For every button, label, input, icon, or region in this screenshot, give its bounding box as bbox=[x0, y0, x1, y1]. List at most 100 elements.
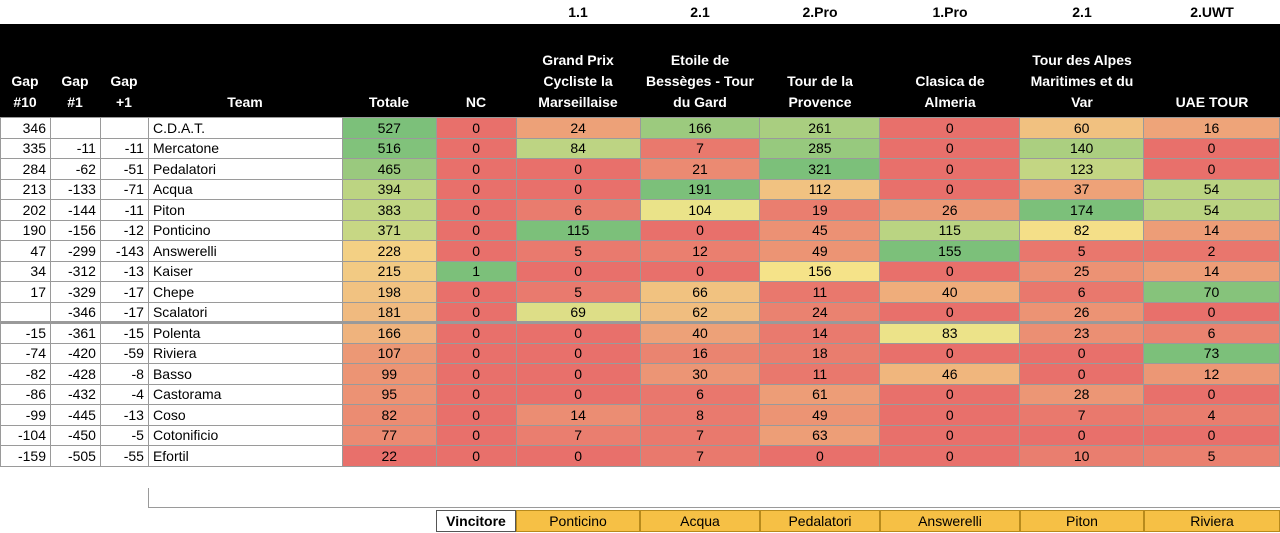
race-4-cell: 0 bbox=[879, 137, 1021, 159]
race-3-cell: 321 bbox=[759, 158, 881, 180]
race-2-cell: 16 bbox=[639, 342, 761, 364]
race-1-cell: 0 bbox=[515, 342, 641, 364]
totale-cell: 527 bbox=[341, 117, 437, 139]
totale-cell: 394 bbox=[341, 178, 437, 200]
race-1-cell: 0 bbox=[515, 445, 641, 467]
race-category-2: 2.1 bbox=[690, 4, 710, 20]
gap10-cell: 202 bbox=[0, 199, 51, 221]
race-5-cell: 25 bbox=[1019, 260, 1145, 282]
nc-cell: 0 bbox=[435, 383, 517, 405]
table-row: 34 -312 -13 Kaiser 215 1 0 0 156 0 25 14 bbox=[0, 260, 1280, 282]
totale-cell: 95 bbox=[341, 383, 437, 405]
winner-race-2: Acqua bbox=[640, 510, 760, 532]
totale-cell: 107 bbox=[341, 342, 437, 364]
totale-cell: 228 bbox=[341, 240, 437, 262]
race-2-cell: 7 bbox=[639, 424, 761, 446]
race-3-cell: 49 bbox=[759, 404, 881, 426]
nc-cell: 0 bbox=[435, 178, 517, 200]
table-row: -82 -428 -8 Basso 99 0 0 30 11 46 0 12 bbox=[0, 363, 1280, 385]
race-2-cell: 6 bbox=[639, 383, 761, 405]
nc-cell: 0 bbox=[435, 363, 517, 385]
table-row: -74 -420 -59 Riviera 107 0 0 16 18 0 0 73 bbox=[0, 342, 1280, 364]
race-4-cell: 0 bbox=[879, 445, 1021, 467]
race-4-cell: 0 bbox=[879, 424, 1021, 446]
table-bottom-border bbox=[148, 488, 1280, 508]
standings-table: 346 C.D.A.T. 527 0 24 166 261 0 60 16 335 -11 -11 Mer… bbox=[0, 117, 1280, 467]
race-2-cell: 7 bbox=[639, 445, 761, 467]
nc-cell: 0 bbox=[435, 281, 517, 303]
gapplus1-cell: -17 bbox=[99, 301, 149, 323]
race-3-cell: 19 bbox=[759, 199, 881, 221]
winner-race-1: Ponticino bbox=[516, 510, 640, 532]
race-4-cell: 0 bbox=[879, 383, 1021, 405]
table-row: 202 -144 -11 Piton 383 0 6 104 19 26 174 54 bbox=[0, 199, 1280, 221]
gapplus1-cell: -55 bbox=[99, 445, 149, 467]
race-3-cell: 11 bbox=[759, 363, 881, 385]
team-name-cell: Mercatone bbox=[147, 137, 343, 159]
race-6-cell: 0 bbox=[1143, 383, 1280, 405]
header-race-1: Grand Prix Cycliste la Marseillaise bbox=[538, 52, 618, 110]
gap10-cell: 346 bbox=[0, 117, 51, 139]
race-2-cell: 62 bbox=[639, 301, 761, 323]
gap10-cell: 284 bbox=[0, 158, 51, 180]
race-3-cell: 112 bbox=[759, 178, 881, 200]
team-name-cell: Answerelli bbox=[147, 240, 343, 262]
race-6-cell: 0 bbox=[1143, 137, 1280, 159]
gap10-cell: -82 bbox=[0, 363, 51, 385]
gap10-cell: 47 bbox=[0, 240, 51, 262]
race-2-cell: 12 bbox=[639, 240, 761, 262]
gap1-cell: -346 bbox=[49, 301, 101, 323]
race-3-cell: 0 bbox=[759, 445, 881, 467]
gap10-cell: -74 bbox=[0, 342, 51, 364]
gapplus1-cell: -71 bbox=[99, 178, 149, 200]
race-2-cell: 0 bbox=[639, 260, 761, 282]
gapplus1-cell: -59 bbox=[99, 342, 149, 364]
gap10-cell: 190 bbox=[0, 219, 51, 241]
gap1-cell: -450 bbox=[49, 424, 101, 446]
race-3-cell: 49 bbox=[759, 240, 881, 262]
nc-cell: 0 bbox=[435, 219, 517, 241]
winner-race-5: Piton bbox=[1020, 510, 1144, 532]
race-category-3: 2.Pro bbox=[802, 4, 838, 20]
nc-cell: 0 bbox=[435, 404, 517, 426]
nc-cell: 0 bbox=[435, 321, 517, 344]
race-3-cell: 11 bbox=[759, 281, 881, 303]
race-4-cell: 0 bbox=[879, 117, 1021, 139]
totale-cell: 516 bbox=[341, 137, 437, 159]
race-2-cell: 7 bbox=[639, 137, 761, 159]
gap1-cell: -299 bbox=[49, 240, 101, 262]
gap1-cell: -312 bbox=[49, 260, 101, 282]
nc-cell: 0 bbox=[435, 199, 517, 221]
table-row: -15 -361 -15 Polenta 166 0 0 40 14 83 23 6 bbox=[0, 321, 1280, 344]
gapplus1-cell: -11 bbox=[99, 137, 149, 159]
race-1-cell: 0 bbox=[515, 383, 641, 405]
team-name-cell: Cotonificio bbox=[147, 424, 343, 446]
gapplus1-cell: -143 bbox=[99, 240, 149, 262]
winner-label: Vincitore bbox=[436, 510, 516, 532]
race-4-cell: 26 bbox=[879, 199, 1021, 221]
nc-cell: 0 bbox=[435, 445, 517, 467]
team-name-cell: Castorama bbox=[147, 383, 343, 405]
race-6-cell: 70 bbox=[1143, 281, 1280, 303]
header-gapplus1: Gap +1 bbox=[110, 73, 138, 110]
race-5-cell: 60 bbox=[1019, 117, 1145, 139]
header-race-3: Tour de la Provence bbox=[787, 73, 853, 110]
race-category-1: 1.1 bbox=[568, 4, 588, 20]
gap1-cell bbox=[49, 117, 101, 139]
gap1-cell: -156 bbox=[49, 219, 101, 241]
race-1-cell: 115 bbox=[515, 219, 641, 241]
race-6-cell: 0 bbox=[1143, 424, 1280, 446]
race-1-cell: 0 bbox=[515, 260, 641, 282]
race-category-6: 2.UWT bbox=[1190, 4, 1234, 20]
gap1-cell: -62 bbox=[49, 158, 101, 180]
race-1-cell: 0 bbox=[515, 178, 641, 200]
team-name-cell: Polenta bbox=[147, 321, 343, 344]
race-5-cell: 0 bbox=[1019, 363, 1145, 385]
team-name-cell: Acqua bbox=[147, 178, 343, 200]
gap10-cell: -99 bbox=[0, 404, 51, 426]
gap10-cell: 34 bbox=[0, 260, 51, 282]
table-row: -104 -450 -5 Cotonificio 77 0 7 7 63 0 0 0 bbox=[0, 424, 1280, 446]
gap10-cell: 335 bbox=[0, 137, 51, 159]
race-2-cell: 8 bbox=[639, 404, 761, 426]
gap1-cell: -505 bbox=[49, 445, 101, 467]
